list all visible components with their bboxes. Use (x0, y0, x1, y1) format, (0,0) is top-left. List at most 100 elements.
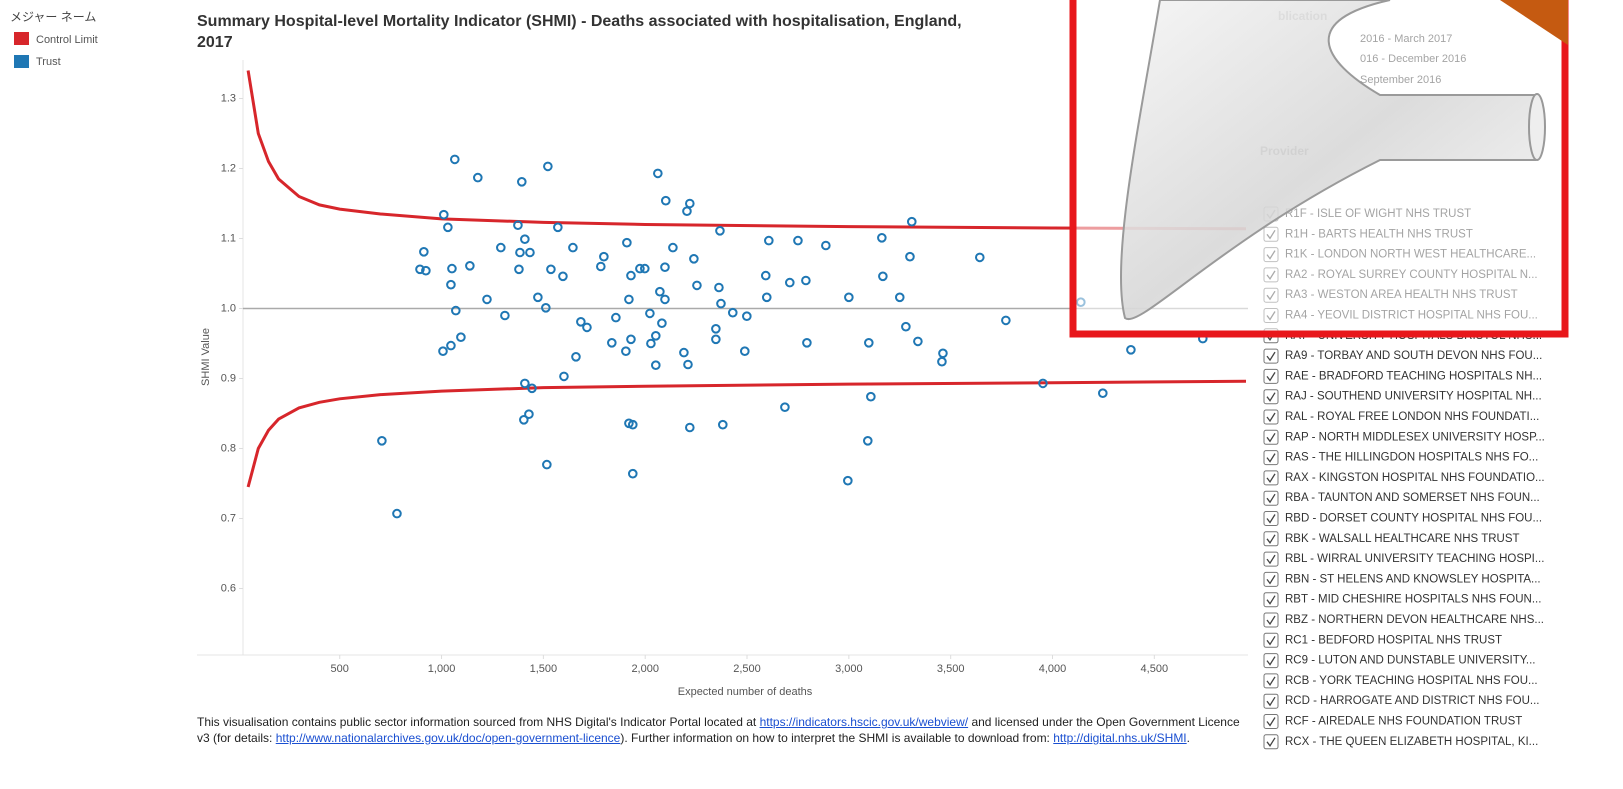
trust-point (448, 265, 456, 273)
checkbox[interactable] (1264, 451, 1278, 465)
trust-point (845, 294, 853, 302)
provider-option[interactable]: RAE - BRADFORD TEACHING HOSPITALS NH... (1285, 370, 1542, 382)
trust-point (662, 197, 670, 205)
checkbox[interactable] (1264, 410, 1278, 424)
checkbox[interactable] (1264, 715, 1278, 729)
checkbox[interactable] (1264, 491, 1278, 505)
provider-option[interactable]: RCF - AIREDALE NHS FOUNDATION TRUST (1285, 716, 1522, 728)
trust-point (569, 244, 577, 252)
provider-option[interactable]: RCX - THE QUEEN ELIZABETH HOSPITAL, KI..… (1285, 736, 1538, 748)
checkbox[interactable] (1264, 613, 1278, 627)
checkbox[interactable] (1264, 369, 1278, 383)
trust-point (686, 200, 694, 208)
trust-point (521, 380, 529, 388)
trust-point (629, 470, 637, 478)
x-tick-label: 3,500 (937, 663, 965, 675)
y-tick-label: 0.8 (221, 442, 236, 454)
provider-option[interactable]: RAX - KINGSTON HOSPITAL NHS FOUNDATIO... (1285, 472, 1545, 484)
provider-option[interactable]: RAL - ROYAL FREE LONDON NHS FOUNDATI... (1285, 411, 1539, 423)
trust-point (646, 310, 654, 318)
trust-point (908, 218, 916, 226)
trust-point (554, 224, 562, 232)
y-tick-label: 0.6 (221, 582, 236, 594)
provider-option[interactable]: RC1 - BEDFORD HOSPITAL NHS TRUST (1285, 634, 1502, 646)
provider-option[interactable]: RCB - YORK TEACHING HOSPITAL NHS FOU... (1285, 675, 1538, 687)
provider-option[interactable]: RBL - WIRRAL UNIVERSITY TEACHING HOSPI..… (1285, 553, 1544, 565)
provider-option[interactable]: RCD - HARROGATE AND DISTRICT NHS FOU... (1285, 695, 1540, 707)
trust-point (447, 281, 455, 289)
y-tick-label: 1.3 (221, 92, 236, 104)
trust-point (652, 361, 660, 369)
footer-text: . (1187, 731, 1190, 745)
checkbox[interactable] (1264, 572, 1278, 586)
chart-title: 2017 (197, 34, 233, 51)
trust-point (652, 332, 660, 340)
checkbox[interactable] (1264, 593, 1278, 607)
trust-point (661, 263, 669, 271)
trust-point (622, 347, 630, 355)
provider-option[interactable]: RBZ - NORTHERN DEVON HEALTHCARE NHS... (1285, 614, 1544, 626)
checkbox[interactable] (1264, 674, 1278, 688)
x-tick-label: 2,500 (733, 663, 761, 675)
provider-option[interactable]: RBN - ST HELENS AND KNOWSLEY HOSPITA... (1285, 573, 1541, 585)
trust-point (938, 358, 946, 366)
trust-point (444, 224, 452, 232)
trust-point (763, 294, 771, 302)
trust-point (560, 373, 568, 381)
y-tick-label: 1.1 (221, 232, 236, 244)
trust-point (627, 272, 635, 280)
trust-point (844, 477, 852, 485)
x-tick-label: 1,000 (428, 663, 456, 675)
trust-point (534, 294, 542, 302)
trust-point (625, 296, 633, 304)
trust-point (867, 393, 875, 401)
provider-option[interactable]: RC9 - LUTON AND DUNSTABLE UNIVERSITY... (1285, 655, 1536, 667)
provider-option[interactable]: RBT - MID CHESHIRE HOSPITALS NHS FOUN... (1285, 594, 1541, 606)
trust-point (451, 156, 459, 164)
trust-point (483, 296, 491, 304)
funnel-overlay (1073, 0, 1568, 334)
checkbox[interactable] (1264, 654, 1278, 668)
trust-point (1099, 389, 1107, 397)
trust-point (608, 339, 616, 347)
legend-label: Trust (36, 56, 61, 68)
footer-link[interactable]: https://indicators.hscic.gov.uk/webview/ (760, 715, 969, 729)
trust-point (686, 424, 694, 432)
checkbox[interactable] (1264, 471, 1278, 485)
checkbox[interactable] (1264, 430, 1278, 444)
provider-option[interactable]: RAJ - SOUTHEND UNIVERSITY HOSPITAL NH... (1285, 391, 1542, 403)
trust-point (559, 273, 567, 281)
y-tick-label: 1.2 (221, 162, 236, 174)
trust-point (439, 347, 447, 355)
trust-point (474, 174, 482, 182)
trust-point (879, 273, 887, 281)
trust-point (612, 314, 620, 322)
provider-option[interactable]: RA9 - TORBAY AND SOUTH DEVON NHS FOU... (1285, 350, 1542, 362)
trust-point (393, 510, 401, 518)
trust-point (525, 410, 533, 418)
provider-option[interactable]: RAP - NORTH MIDDLESEX UNIVERSITY HOSP... (1285, 431, 1545, 443)
checkbox[interactable] (1264, 512, 1278, 526)
provider-option[interactable]: RBK - WALSALL HEALTHCARE NHS TRUST (1285, 533, 1520, 545)
trust-point (741, 347, 749, 355)
checkbox[interactable] (1264, 390, 1278, 404)
trust-point (762, 272, 770, 280)
trust-point (516, 249, 524, 257)
provider-option[interactable]: RBA - TAUNTON AND SOMERSET NHS FOUN... (1285, 492, 1540, 504)
checkbox[interactable] (1264, 552, 1278, 566)
trust-point (661, 296, 669, 304)
trust-point (543, 461, 551, 469)
trust-point (719, 421, 727, 429)
trust-point (712, 336, 720, 344)
checkbox[interactable] (1264, 532, 1278, 546)
trust-point (572, 353, 580, 361)
checkbox[interactable] (1264, 349, 1278, 363)
checkbox[interactable] (1264, 694, 1278, 708)
footer-link[interactable]: http://digital.nhs.uk/SHMI (1053, 731, 1186, 745)
provider-option[interactable]: RBD - DORSET COUNTY HOSPITAL NHS FOU... (1285, 513, 1542, 525)
checkbox[interactable] (1264, 735, 1278, 749)
checkbox[interactable] (1264, 633, 1278, 647)
trust-point (641, 265, 649, 273)
footer-link[interactable]: http://www.nationalarchives.gov.uk/doc/o… (276, 731, 621, 745)
provider-option[interactable]: RAS - THE HILLINGDON HOSPITALS NHS FO... (1285, 452, 1538, 464)
